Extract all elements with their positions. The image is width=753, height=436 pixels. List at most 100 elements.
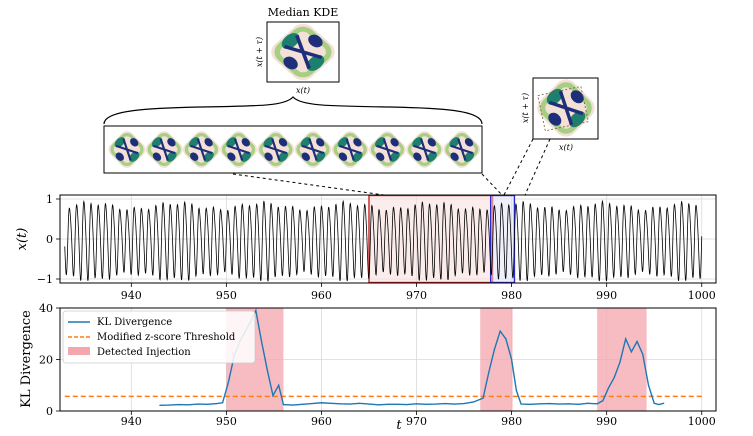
kl-point: [577, 403, 579, 405]
kl-point: [499, 330, 501, 332]
kl-xtick-label: 980: [501, 415, 522, 428]
legend-frame: [62, 310, 256, 364]
kl-point: [221, 402, 224, 404]
connector-left: [232, 173, 385, 196]
brace: [103, 96, 483, 125]
kl-point: [330, 402, 332, 404]
kl-point: [227, 382, 229, 384]
kl-point: [636, 340, 638, 343]
kl-point: [311, 402, 313, 405]
kl-ytick-label: 20: [39, 354, 53, 367]
kl-point: [266, 369, 268, 371]
kl-point: [453, 403, 456, 405]
kl-point: [558, 403, 560, 405]
kl-point: [260, 340, 263, 343]
kl-xtick-label: 970: [406, 415, 427, 428]
kl-point: [493, 348, 496, 350]
median-window-highlight: [368, 195, 494, 283]
kl-point: [653, 402, 655, 404]
ts-xtick-label: 950: [216, 289, 237, 302]
connector-current-left: [503, 138, 534, 196]
ts-xtick-label: 960: [311, 289, 332, 302]
window-kde-strip: [104, 126, 483, 173]
kl-point: [539, 403, 541, 405]
kl-point: [216, 402, 218, 405]
kl-point: [206, 403, 208, 405]
timeseries-panel: 940 950 960 970 980 990 1000 1 0 −1 x(t): [15, 193, 717, 302]
kl-point: [530, 403, 532, 405]
kl-point: [377, 404, 380, 406]
kl-point: [647, 384, 650, 386]
kl-point: [434, 403, 437, 405]
kl-point: [607, 387, 610, 389]
kl-point: [444, 402, 446, 405]
kl-point: [197, 403, 199, 405]
current-kde-ylabel: x(t + τ): [521, 93, 530, 123]
kl-point: [396, 403, 399, 405]
kl-point: [602, 400, 604, 402]
kl-point: [658, 403, 660, 406]
kl-point: [463, 402, 465, 405]
kl-point: [168, 404, 170, 406]
kl-xlabel: t: [396, 418, 402, 433]
kl-point: [642, 353, 644, 355]
kl-point: [187, 404, 189, 406]
kl-point: [387, 403, 389, 405]
kl-point: [619, 361, 621, 363]
kl-point: [549, 402, 551, 405]
ts-ytick-label: 1: [46, 193, 53, 206]
ts-xtick-label: 940: [121, 289, 142, 302]
kl-point: [255, 309, 257, 312]
ts-xtick-label: 970: [406, 289, 427, 302]
kl-point: [568, 403, 570, 405]
kl-point: [406, 403, 408, 406]
kl-ytick-label: 40: [39, 302, 53, 315]
kl-point: [278, 384, 280, 386]
kl-point: [488, 371, 490, 373]
kl-xtick-label: 990: [596, 415, 617, 428]
legend-threshold-label: Modified z-score Threshold: [97, 332, 236, 343]
kl-point: [282, 403, 285, 406]
kl-point: [178, 403, 180, 406]
legend-injection-label: Detected Injection: [97, 347, 191, 358]
kl-xtick-label: 950: [216, 415, 237, 428]
detected-injection-span: [480, 308, 513, 411]
ts-ytick-label: 0: [46, 233, 53, 246]
legend-injection-swatch: [68, 347, 90, 355]
connector-right: [481, 173, 503, 196]
timeseries-line: [64, 199, 703, 282]
kl-point: [482, 397, 484, 399]
kl-xtick-label: 960: [311, 415, 332, 428]
kl-point: [301, 403, 304, 405]
connector-lines: [232, 138, 551, 196]
kl-point: [596, 403, 598, 405]
kl-point: [320, 402, 323, 404]
kl-point: [292, 404, 294, 406]
median-kde-inset: Median KDE x(t + τ) x(t): [255, 6, 340, 95]
kl-point: [613, 376, 615, 379]
median-kde-title: Median KDE: [268, 6, 339, 19]
kl-point: [425, 403, 427, 405]
kl-point: [368, 403, 370, 405]
kl-point: [159, 404, 161, 406]
kl-point: [663, 402, 665, 404]
current-kde-reference-box: [537, 85, 589, 132]
kl-ylabel: KL Divergence: [19, 310, 34, 408]
median-kde-xlabel: x(t): [296, 86, 310, 95]
ts-ytick-label: −1: [37, 273, 53, 286]
connector-current-right: [524, 138, 551, 196]
kl-xtick-label: 940: [121, 415, 142, 428]
ts-xtick-label: 990: [596, 289, 617, 302]
kl-point: [505, 338, 507, 340]
median-kde-ylabel: x(t + τ): [255, 37, 264, 67]
timeseries-ylabel: x(t): [15, 228, 30, 251]
kl-point: [339, 403, 342, 405]
ts-xtick-label: 980: [501, 289, 522, 302]
kl-xtick-label: 1000: [688, 415, 716, 428]
kl-point: [272, 394, 274, 397]
kl-point: [515, 389, 517, 391]
kl-point: [472, 401, 475, 403]
kl-point: [510, 358, 513, 361]
kl-point: [358, 402, 361, 404]
